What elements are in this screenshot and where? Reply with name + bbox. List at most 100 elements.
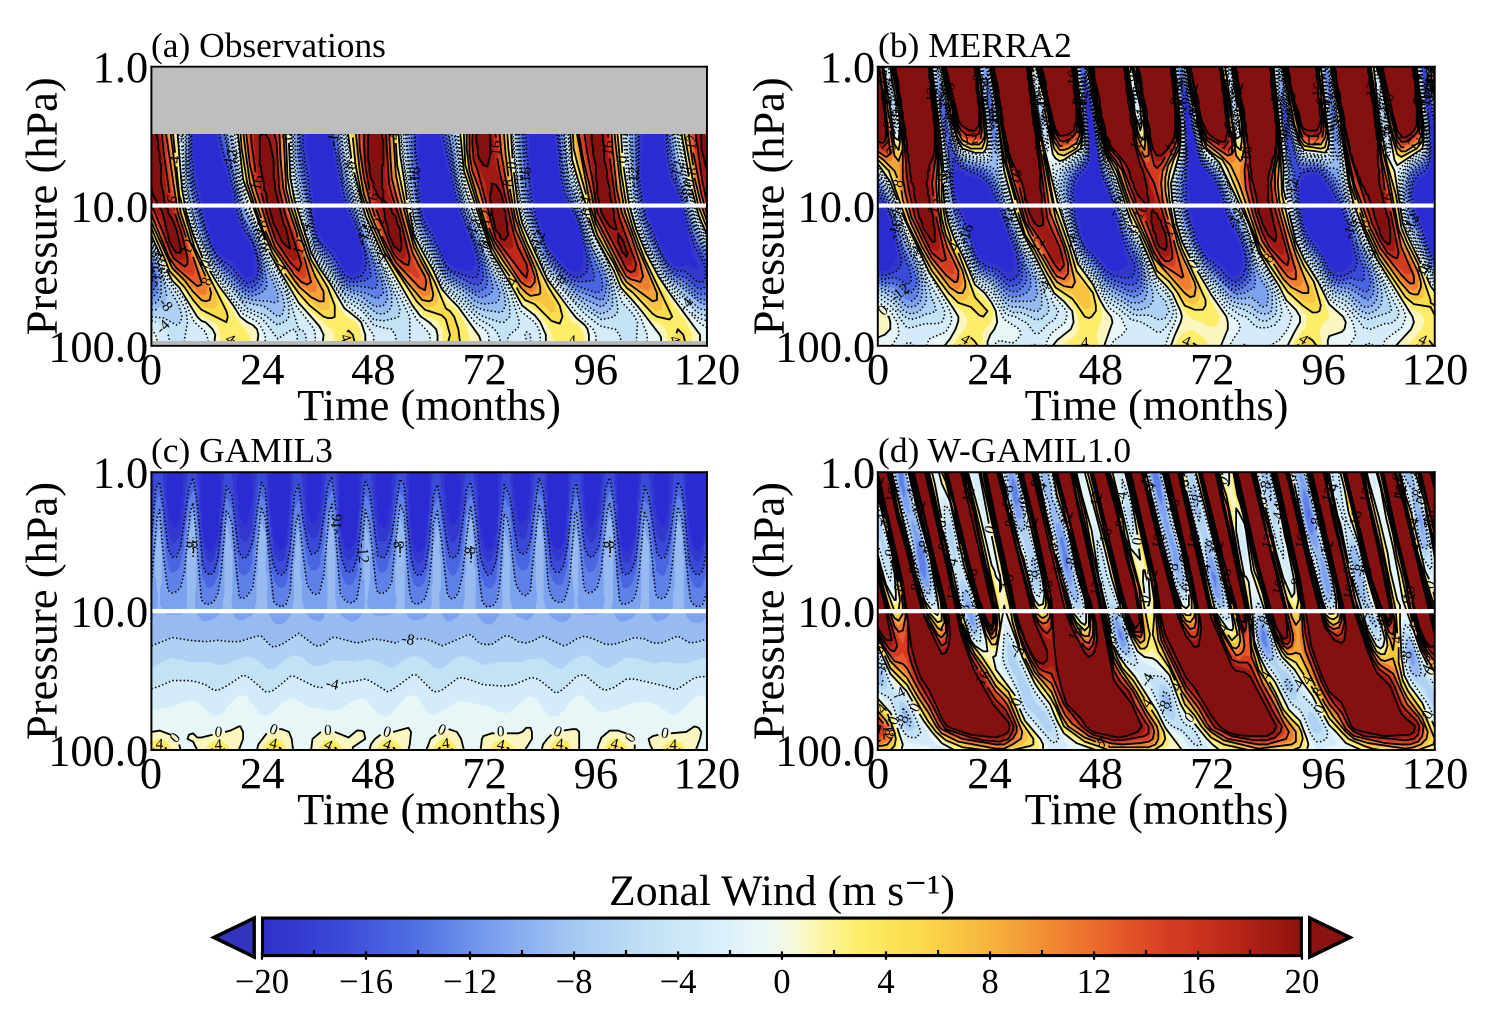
svg-text:12: 12 [909,498,929,517]
svg-text:-4: -4 [1375,105,1394,120]
svg-text:-4: -4 [943,556,962,572]
svg-text:-8: -8 [1023,568,1042,584]
svg-text:0: 0 [578,206,596,218]
svg-text:-12: -12 [1420,78,1440,101]
svg-text:4: 4 [577,194,595,206]
svg-text:8: 8 [907,581,926,593]
svg-text:72: 72 [1190,748,1234,798]
svg-text:12: 12 [1259,532,1279,551]
svg-text:12: 12 [962,130,980,149]
svg-text:12: 12 [1228,81,1247,99]
svg-text:4: 4 [1389,636,1406,644]
svg-text:-12: -12 [625,166,643,187]
svg-text:8: 8 [968,599,987,611]
svg-text:0: 0 [214,723,224,741]
svg-text:8: 8 [1112,518,1130,529]
svg-text:8: 8 [1031,142,1049,153]
svg-text:−12: −12 [443,962,497,1001]
svg-text:8: 8 [969,73,987,83]
svg-text:4: 4 [920,547,938,558]
svg-text:1.0: 1.0 [820,447,876,497]
svg-text:-8: -8 [1062,555,1081,571]
svg-text:1.0: 1.0 [93,447,149,497]
svg-text:-4: -4 [934,81,953,98]
svg-text:-12: -12 [147,265,166,287]
svg-text:16: 16 [247,173,267,192]
svg-text:0: 0 [888,108,906,118]
svg-text:-8: -8 [884,92,898,110]
svg-text:12: 12 [943,584,963,603]
svg-text:8: 8 [1425,540,1443,552]
svg-text:Time (months): Time (months) [297,784,561,834]
svg-text:4: 4 [1038,113,1056,124]
svg-text:-4: -4 [324,675,340,694]
svg-text:12: 12 [1077,962,1112,1001]
svg-text:16: 16 [1184,532,1204,551]
svg-text:12: 12 [868,474,888,492]
svg-text:8: 8 [1176,553,1194,565]
svg-text:-16: -16 [327,513,345,535]
svg-text:-4: -4 [1141,481,1160,497]
svg-text:4: 4 [1311,73,1329,83]
svg-text:0: 0 [1121,73,1138,82]
svg-text:0: 0 [1034,96,1052,107]
svg-text:16: 16 [1238,145,1256,162]
svg-text:Pressure (hPa): Pressure (hPa) [17,77,67,335]
svg-text:0: 0 [1024,73,1041,82]
svg-text:24: 24 [967,344,1011,394]
svg-text:16: 16 [487,139,505,156]
svg-text:12: 12 [1208,538,1228,557]
svg-text:16: 16 [998,572,1018,591]
svg-text:8: 8 [1069,96,1087,106]
svg-text:4: 4 [1089,113,1107,124]
svg-text:0: 0 [680,177,698,188]
svg-text:48: 48 [1079,344,1123,394]
svg-text:-8: -8 [1253,613,1274,632]
svg-text:16: 16 [161,193,182,213]
svg-text:12: 12 [1390,481,1410,500]
svg-text:-8: -8 [1397,649,1416,665]
svg-text:-8: -8 [1407,487,1428,505]
svg-text:-12: -12 [353,223,376,248]
svg-text:-8: -8 [974,76,993,91]
svg-text:0: 0 [934,173,951,181]
svg-text:12: 12 [879,724,897,741]
svg-text:4: 4 [386,132,403,141]
svg-text:16: 16 [1005,166,1027,187]
svg-text:12: 12 [1362,81,1381,98]
svg-text:-12: -12 [526,228,549,253]
svg-text:12: 12 [1356,486,1376,505]
svg-text:12: 12 [872,69,891,86]
svg-text:-8: -8 [1154,697,1175,716]
svg-text:12: 12 [959,485,979,504]
svg-text:-4: -4 [1113,491,1131,506]
svg-text:-4: -4 [295,221,315,238]
svg-text:-8: -8 [1378,122,1391,139]
svg-text:12: 12 [1420,512,1440,530]
svg-text:16: 16 [599,139,617,156]
svg-text:-8: -8 [1255,479,1275,496]
svg-text:16: 16 [939,81,959,100]
svg-text:4: 4 [609,735,621,753]
svg-text:16: 16 [1390,484,1411,504]
svg-text:16: 16 [962,566,983,586]
svg-text:8: 8 [891,582,909,593]
svg-text:16: 16 [1399,584,1419,603]
svg-text:100.0: 100.0 [775,725,875,775]
svg-text:10.0: 10.0 [798,182,876,232]
svg-text:16: 16 [1420,508,1440,527]
svg-text:4: 4 [381,736,394,755]
svg-text:4: 4 [155,735,164,752]
svg-text:4: 4 [1407,541,1425,552]
svg-text:4: 4 [1408,469,1426,481]
svg-text:1.0: 1.0 [93,42,149,92]
svg-text:0: 0 [974,96,992,106]
svg-text:-12: -12 [666,159,688,183]
svg-text:4: 4 [1408,73,1426,83]
svg-text:12: 12 [1149,532,1169,551]
svg-text:24: 24 [967,748,1011,798]
svg-text:-8: -8 [601,541,618,554]
svg-text:16: 16 [1065,622,1087,644]
svg-text:-16: -16 [1420,83,1441,107]
svg-text:−16: −16 [339,962,393,1001]
